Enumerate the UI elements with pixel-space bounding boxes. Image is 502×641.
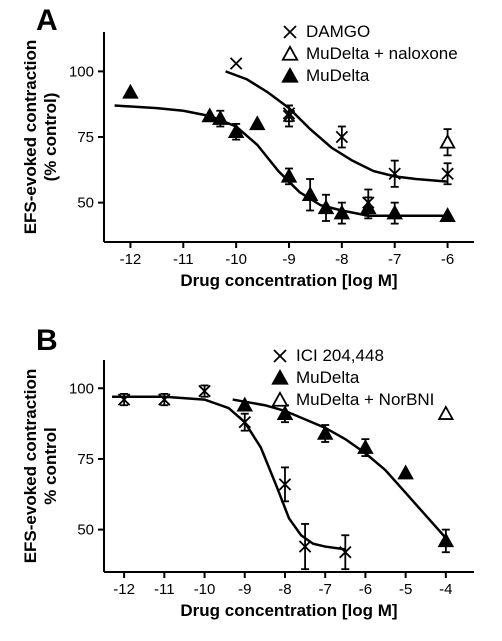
- svg-text:(% control): (% control): [41, 93, 60, 182]
- svg-text:EFS-evoked contraction: EFS-evoked contraction: [21, 369, 40, 564]
- svg-text:EFS-evoked contraction: EFS-evoked contraction: [21, 40, 40, 235]
- svg-text:-12: -12: [113, 581, 135, 598]
- svg-text:ICI 204,448: ICI 204,448: [296, 346, 384, 365]
- svg-text:Drug concentration [log M]: Drug concentration [log M]: [180, 271, 397, 290]
- svg-text:50: 50: [77, 195, 94, 212]
- svg-text:Drug concentration [log M]: Drug concentration [log M]: [180, 601, 397, 620]
- svg-text:100: 100: [69, 380, 94, 397]
- panel-a: A -12 -11 -10 -9 -8 -7 -6 50 75 100 Drug concentra…: [0, 0, 502, 310]
- svg-text:-12: -12: [120, 251, 142, 268]
- svg-text:% control: % control: [41, 427, 60, 504]
- svg-text:MuDelta: MuDelta: [306, 66, 370, 85]
- svg-text:MuDelta + naloxone: MuDelta + naloxone: [306, 44, 458, 63]
- svg-text:-4: -4: [439, 581, 452, 598]
- svg-text:-8: -8: [278, 581, 291, 598]
- svg-text:-6: -6: [441, 251, 454, 268]
- panel-b-label: B: [36, 324, 58, 358]
- svg-text:MuDelta + NorBNI: MuDelta + NorBNI: [296, 390, 434, 409]
- chart-a-svg: -12 -11 -10 -9 -8 -7 -6 50 75 100 Drug concentrati…: [0, 0, 502, 310]
- svg-text:-7: -7: [319, 581, 332, 598]
- svg-text:-9: -9: [238, 581, 251, 598]
- chart-b-svg: -12 -11 -10 -9 -8 -7 -6 -5 -4 50 75 100 Drug concent…: [0, 320, 502, 641]
- svg-text:-7: -7: [388, 251, 401, 268]
- svg-text:-6: -6: [359, 581, 372, 598]
- svg-text:-5: -5: [399, 581, 412, 598]
- svg-text:MuDelta: MuDelta: [296, 368, 360, 387]
- svg-text:75: 75: [77, 451, 94, 468]
- svg-text:-8: -8: [335, 251, 348, 268]
- svg-text:50: 50: [77, 522, 94, 539]
- svg-text:100: 100: [69, 63, 94, 80]
- svg-text:-10: -10: [225, 251, 247, 268]
- svg-text:-11: -11: [154, 581, 175, 598]
- svg-text:-9: -9: [282, 251, 295, 268]
- svg-text:DAMGO: DAMGO: [306, 22, 370, 41]
- svg-text:-10: -10: [194, 581, 216, 598]
- svg-text:75: 75: [77, 129, 94, 146]
- panel-b: B -12 -11 -10 -9 -8 -7 -6 -5 -4 50 75 100 Drug conce…: [0, 320, 502, 641]
- panel-a-label: A: [36, 4, 58, 38]
- svg-text:-11: -11: [173, 251, 194, 268]
